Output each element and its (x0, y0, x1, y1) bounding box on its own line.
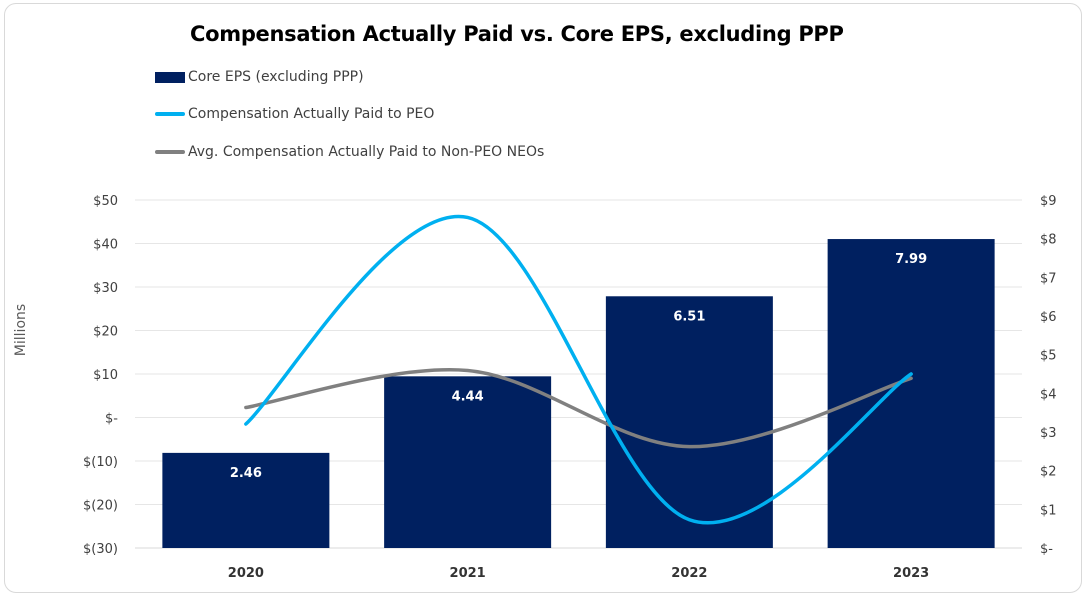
x-tick-label: 2023 (893, 566, 929, 581)
chart-title: Compensation Actually Paid vs. Core EPS,… (190, 22, 844, 46)
bar-data-label: 4.44 (452, 389, 484, 404)
x-tick-label: 2020 (228, 566, 264, 581)
bar (162, 452, 330, 548)
y-right-tick-label: $1 (1040, 503, 1057, 518)
y-left-tick-label: $10 (93, 368, 118, 383)
x-tick-label: 2022 (671, 566, 707, 581)
y-left-tick-label: $(30) (83, 542, 118, 557)
legend-label: Avg. Compensation Actually Paid to Non-P… (188, 144, 545, 160)
legend-label: Compensation Actually Paid to PEO (188, 106, 435, 122)
y-right-tick-label: $7 (1040, 271, 1057, 286)
legend-label: Core EPS (excluding PPP) (188, 69, 364, 85)
y-left-tick-label: $40 (93, 238, 118, 253)
legend-item-peo: Compensation Actually Paid to PEO (155, 106, 434, 122)
legend-swatch-bar (155, 71, 185, 83)
line-series-non-peo (244, 368, 913, 449)
bar (827, 239, 995, 548)
legend-item-non-peo: Avg. Compensation Actually Paid to Non-P… (155, 144, 544, 160)
y-left-tick-label: $50 (93, 194, 118, 209)
y-left-tick-label: $(20) (83, 499, 118, 514)
legend-item-core-eps: Core EPS (excluding PPP) (155, 69, 364, 85)
y-left-tick-label: $20 (93, 325, 118, 340)
y-right-tick-label: $8 (1040, 233, 1057, 248)
y-left-tick-label: $30 (93, 281, 118, 296)
y-left-tick-label: $- (105, 412, 118, 427)
legend-swatch-line (155, 112, 185, 116)
y-right-tick-label: $- (1040, 542, 1053, 557)
y-left-tick-label: $(10) (83, 455, 118, 470)
bar (605, 296, 773, 548)
y-right-tick-label: $9 (1040, 194, 1057, 209)
line-series-peo (244, 214, 913, 525)
legend-swatch-line (155, 150, 185, 154)
bar-data-label: 2.46 (230, 466, 262, 481)
y-right-tick-label: $5 (1040, 349, 1057, 364)
bar (384, 376, 552, 548)
y-right-tick-label: $2 (1040, 465, 1057, 480)
y-right-tick-label: $3 (1040, 426, 1057, 441)
y-right-tick-label: $6 (1040, 310, 1057, 325)
y-right-tick-label: $4 (1040, 387, 1057, 402)
x-tick-label: 2021 (450, 566, 486, 581)
bar-data-label: 7.99 (895, 252, 927, 267)
bar-data-label: 6.51 (673, 309, 705, 324)
y-axis-title: Millions (13, 304, 29, 356)
